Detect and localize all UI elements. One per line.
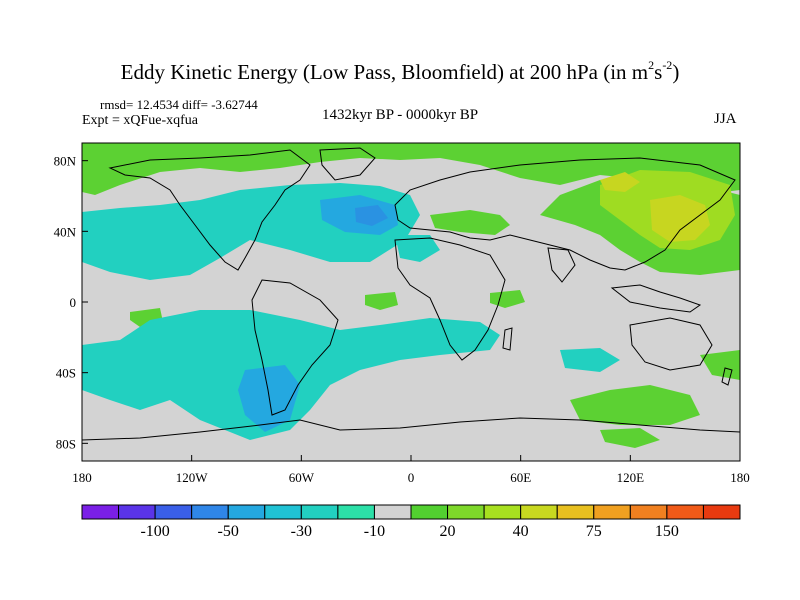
coastline-south-america <box>251 279 339 416</box>
field-patch-tasman-green <box>700 350 740 380</box>
title-close: ) <box>672 60 680 84</box>
colorbar-swatch <box>593 504 631 520</box>
coastline-antarctica <box>82 417 740 441</box>
experiment-label: Expt = xQFue-xqfua <box>82 113 198 128</box>
colorbar-swatch <box>300 504 339 520</box>
colorbar-swatch <box>118 504 156 520</box>
x-tick-label: 120W <box>176 470 209 485</box>
y-axis: 80N 40N 0 40S 80S <box>54 154 88 451</box>
y-tick-label: 0 <box>70 295 77 310</box>
coastline-greenland <box>319 147 376 181</box>
colorbar-swatch <box>227 504 266 520</box>
field-patch-eurasia-olive <box>650 195 710 242</box>
coastline-madagascar <box>502 327 513 351</box>
colorbar-label: -50 <box>218 523 239 540</box>
y-tick-label: 40N <box>54 224 77 239</box>
x-axis: 180 120W 60W 0 60E 120E 180 <box>72 455 750 485</box>
colorbar-swatch <box>556 504 595 520</box>
field-patch-antarctic-green <box>600 428 660 448</box>
y-tick-label: 80S <box>56 436 76 451</box>
colorbar-label: 150 <box>655 523 679 540</box>
field-patch-atlantic-inner <box>355 205 388 226</box>
colorbar-label: 40 <box>513 523 529 540</box>
field-layer <box>82 143 740 448</box>
colorbar-label: 75 <box>586 523 602 540</box>
colorbar-swatch <box>629 504 668 520</box>
coastline-maritime-asia <box>610 284 702 313</box>
field-patch-mediterranean <box>395 235 440 262</box>
colorbar-swatch <box>520 504 558 520</box>
field-patch-mideast <box>430 210 510 235</box>
colorbar-swatch <box>702 504 741 520</box>
x-tick-label: 60W <box>289 470 315 485</box>
y-tick-label: 40S <box>56 366 76 381</box>
colorbar-swatch <box>666 504 704 520</box>
title-sup1: 2 <box>648 58 655 72</box>
colorbar-swatch <box>191 504 229 520</box>
colorbar-swatch <box>81 504 120 520</box>
x-tick-label: 180 <box>730 470 750 485</box>
x-tick-label: 60E <box>510 470 531 485</box>
y-tick-label: 80N <box>54 154 77 169</box>
title-main: Eddy Kinetic Energy (Low Pass, Bloomfiel… <box>120 60 649 84</box>
field-patch-indian-cyan <box>560 348 620 372</box>
colorbar-label: -30 <box>291 523 312 540</box>
field-patch-arctic <box>82 143 740 195</box>
title-mid: s <box>654 60 663 84</box>
title-sup2: -2 <box>662 58 673 72</box>
coastline-north-america <box>108 149 311 271</box>
colorbar-swatch <box>154 504 193 520</box>
x-tick-label: 120E <box>617 470 645 485</box>
x-tick-label: 0 <box>408 470 415 485</box>
colorbar-swatch <box>483 504 522 520</box>
coastline-new-zealand <box>721 367 733 386</box>
field-patch-austral-green <box>570 385 700 425</box>
coastlines <box>82 147 740 441</box>
colorbar: -100 -50 -30 -10 20 40 75 150 <box>81 504 741 540</box>
period-label: 1432kyr BP - 0000kyr BP <box>321 107 479 123</box>
colorbar-swatch <box>410 504 449 520</box>
chart-title: Eddy Kinetic Energy (Low Pass, Bloomfiel… <box>0 58 800 85</box>
colorbar-swatch <box>264 504 302 520</box>
field-patch-siberia-olive <box>600 172 640 192</box>
coastline-africa <box>394 237 506 361</box>
field-patch-tropical-green <box>365 292 398 310</box>
x-tick-label: 180 <box>72 470 92 485</box>
colorbar-label: -100 <box>140 523 169 540</box>
colorbar-label: 20 <box>440 523 456 540</box>
stats-label: rmsd= 12.4534 diff= -3.62744 <box>100 97 258 112</box>
coastline-eurasia <box>394 157 736 271</box>
coastline-india <box>547 247 576 283</box>
colorbar-swatch <box>447 504 485 520</box>
colorbar-swatch <box>337 504 375 520</box>
season-label: JJA <box>714 111 737 127</box>
coastline-australia <box>629 317 713 371</box>
colorbar-label: -10 <box>364 523 385 540</box>
colorbar-swatch <box>373 504 412 520</box>
